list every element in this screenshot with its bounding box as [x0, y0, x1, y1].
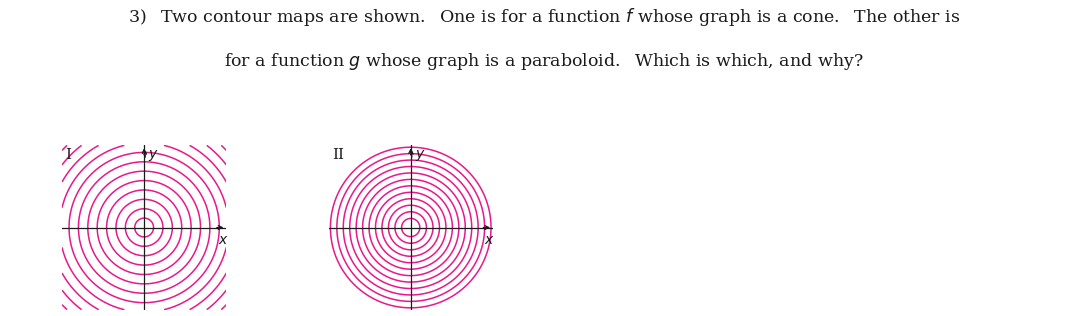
Text: I: I: [65, 148, 72, 162]
Text: $y$: $y$: [415, 148, 425, 163]
Text: for a function $g$ whose graph is a paraboloid.  Which is which, and why?: for a function $g$ whose graph is a para…: [224, 51, 864, 71]
Text: $x$: $x$: [218, 234, 228, 247]
Text: II: II: [332, 148, 344, 162]
Text: $x$: $x$: [484, 234, 495, 247]
Text: 3)  Two contour maps are shown.  One is for a function $f$ whose graph is a cone: 3) Two contour maps are shown. One is fo…: [127, 6, 961, 28]
Text: $y$: $y$: [148, 148, 159, 163]
